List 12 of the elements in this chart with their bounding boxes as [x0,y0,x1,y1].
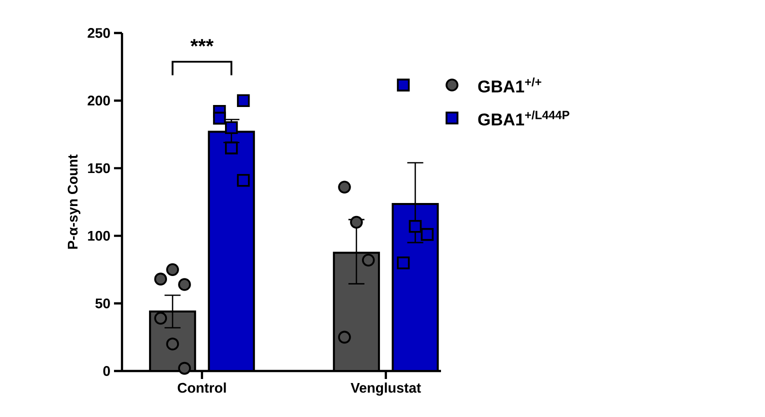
y-tick-label: 0 [103,366,110,376]
annotation: *** [190,39,214,47]
y-tick-label: 50 [95,298,110,308]
y-tick-label: 250 [88,28,110,38]
legend-label: GBA1$^{+/+}$ [478,77,542,93]
y-tick-label: 150 [88,163,110,174]
x-tick-label: Control [178,382,226,393]
x-tick-label: Venglustat [350,382,421,396]
y-axis-title: P-α-syn Count [68,154,80,249]
legend-label: GBA1$^{+/L444P}$ [478,110,570,126]
y-tick-label: 100 [88,230,110,241]
y-tick-label: 200 [88,96,110,106]
